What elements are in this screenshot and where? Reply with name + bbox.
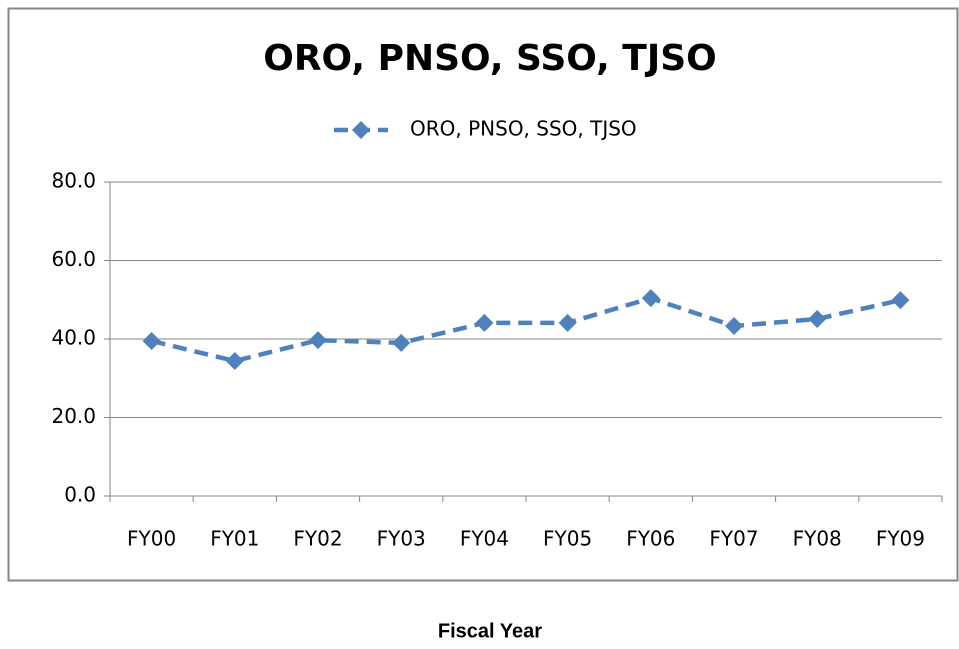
- x-tick-label: FY09: [876, 527, 925, 551]
- y-tick-label: 60.0: [51, 247, 96, 271]
- x-axis-title: Fiscal Year: [438, 620, 542, 642]
- x-tick-label: FY07: [709, 527, 758, 551]
- y-tick-label: 40.0: [51, 326, 96, 350]
- point: [641, 289, 660, 308]
- x-tick-label: FY03: [377, 527, 426, 551]
- y-tick-label: 20.0: [51, 404, 96, 428]
- x-tick-label: FY05: [543, 527, 592, 551]
- point: [891, 291, 910, 310]
- x-tick-label: FY08: [793, 527, 842, 551]
- y-tick-label: 0.0: [64, 483, 96, 507]
- point: [142, 331, 161, 350]
- x-tick-label: FY00: [127, 527, 176, 551]
- legend-label: ORO, PNSO, SSO, TJSO: [410, 117, 637, 141]
- x-tick-label: FY02: [293, 527, 342, 551]
- point: [558, 313, 577, 332]
- point: [309, 331, 327, 350]
- point: [725, 317, 743, 336]
- y-tick-label: 80.0: [51, 169, 96, 193]
- point: [225, 351, 244, 370]
- x-tick-label: FY01: [210, 527, 259, 551]
- series-line: [151, 295, 901, 364]
- chart-frame: [7, 7, 959, 582]
- point: [392, 333, 411, 352]
- x-tick-label: FY04: [460, 527, 509, 551]
- point: [475, 313, 494, 332]
- legend-marker: [352, 121, 370, 139]
- point: [808, 309, 827, 328]
- chart-title: ORO, PNSO, SSO, TJSO: [263, 38, 717, 79]
- x-tick-label: FY06: [626, 527, 675, 551]
